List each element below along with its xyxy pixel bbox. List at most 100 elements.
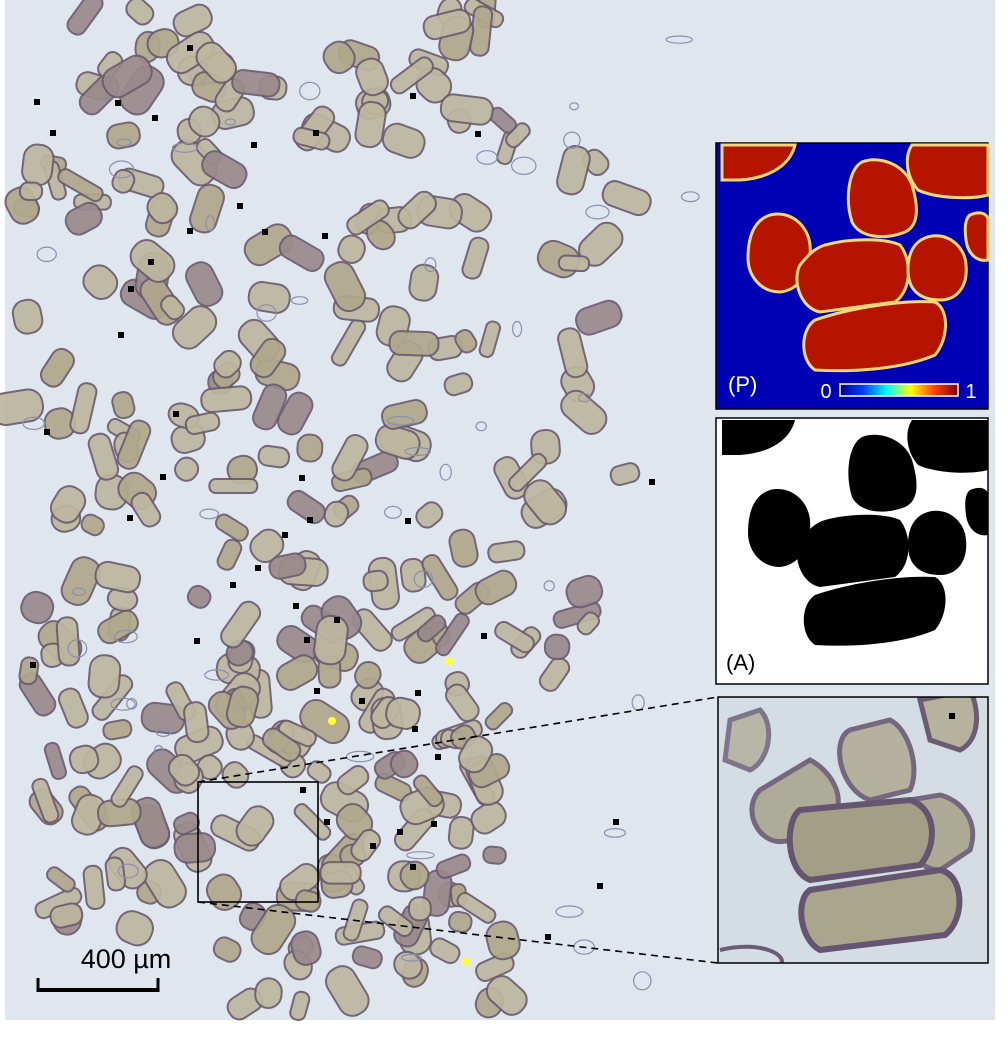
zircon-grain bbox=[444, 683, 480, 723]
grain-marker-black bbox=[187, 228, 193, 234]
grain-marker-black bbox=[334, 617, 340, 623]
grain-marker-black bbox=[324, 819, 330, 825]
debris-outline bbox=[108, 160, 135, 179]
zircon-grain bbox=[458, 735, 494, 774]
zircon-grain bbox=[355, 57, 389, 97]
grain-marker-black bbox=[597, 883, 603, 889]
zircon-grain bbox=[415, 501, 444, 529]
zircon-grain bbox=[385, 696, 421, 730]
zircon-grain bbox=[87, 432, 120, 481]
debris-outline bbox=[585, 204, 610, 220]
zircon-grain bbox=[201, 150, 248, 190]
colorbar-min-label: 0 bbox=[820, 381, 831, 403]
zircon-grain bbox=[397, 190, 437, 230]
zircon-grain bbox=[257, 444, 291, 469]
zircon-grain bbox=[337, 234, 366, 264]
zircon-grain bbox=[57, 168, 104, 203]
zircon-grain bbox=[110, 765, 144, 808]
debris-outline bbox=[413, 570, 434, 588]
zircon-grain bbox=[174, 456, 200, 482]
zircon-grain bbox=[346, 199, 390, 236]
zircon-grain bbox=[351, 945, 383, 970]
grain-marker-black bbox=[410, 93, 416, 99]
debris-outline bbox=[205, 215, 215, 232]
debris-outline bbox=[406, 851, 435, 860]
debris-outline bbox=[256, 304, 277, 322]
zircon-grain bbox=[173, 832, 217, 864]
zircon-grain bbox=[69, 382, 98, 435]
debris-outline bbox=[71, 587, 86, 597]
zircon-grain bbox=[189, 183, 225, 234]
zircon-grain bbox=[205, 873, 243, 911]
zircon-grain bbox=[557, 254, 591, 273]
debris-outline bbox=[680, 191, 700, 203]
zircon-grain bbox=[106, 121, 141, 150]
grain-marker-black bbox=[262, 229, 268, 235]
zoom-leader-line-bottom bbox=[197, 901, 719, 964]
zircon-grain bbox=[362, 569, 389, 593]
zircon-grain bbox=[523, 479, 567, 526]
zircon-grain bbox=[167, 753, 201, 787]
grain-marker-black bbox=[475, 131, 481, 137]
zircon-grain bbox=[82, 264, 119, 300]
grain-marker-yellow bbox=[462, 958, 470, 966]
annotation-mask-blobs bbox=[722, 420, 988, 646]
zircon-grain bbox=[575, 299, 623, 336]
zoom-panel bbox=[717, 696, 989, 964]
zircon-grain bbox=[389, 749, 419, 779]
grain-marker-black bbox=[300, 787, 306, 793]
grain-marker-black bbox=[148, 259, 154, 265]
debris-outline bbox=[555, 905, 584, 918]
zircon-grain bbox=[354, 660, 382, 690]
grain-marker-black bbox=[34, 99, 40, 105]
zircon-grain bbox=[474, 569, 518, 606]
zircon-grain bbox=[102, 719, 133, 741]
zircon-grain bbox=[188, 105, 221, 138]
debris-outline bbox=[113, 629, 138, 644]
zircon-grain bbox=[220, 600, 262, 649]
colorbar-max-label: 1 bbox=[965, 381, 976, 403]
debris-outline bbox=[476, 150, 498, 165]
zircon-grain bbox=[399, 557, 427, 593]
zircon-grain bbox=[294, 889, 322, 913]
zircon-grain bbox=[389, 56, 434, 95]
debris-outline bbox=[22, 416, 45, 430]
grain-marker-black bbox=[44, 429, 50, 435]
zircon-grain bbox=[556, 145, 591, 196]
zircon-grain bbox=[125, 0, 155, 26]
grain-marker-black bbox=[435, 754, 441, 760]
debris-outline bbox=[155, 727, 172, 738]
zircon-grain bbox=[20, 590, 55, 625]
grain-marker-black bbox=[613, 819, 619, 825]
zircon-grain bbox=[115, 910, 154, 947]
grain-marker-black bbox=[127, 515, 133, 521]
zircon-grain bbox=[487, 540, 526, 564]
zircon-grain bbox=[408, 263, 440, 302]
debris-outline bbox=[510, 156, 537, 175]
zircon-grain bbox=[485, 920, 521, 961]
zircon-grain bbox=[565, 574, 604, 609]
probability-blob bbox=[802, 300, 947, 373]
zircon-grain bbox=[130, 491, 162, 528]
zircon-grain bbox=[505, 122, 531, 149]
zircon-grain bbox=[146, 192, 179, 225]
grain-marker-black bbox=[322, 233, 328, 239]
zircon-grain bbox=[247, 281, 291, 314]
grain-marker-black bbox=[115, 100, 121, 106]
zircon-grain bbox=[143, 858, 187, 909]
grain-marker-black bbox=[431, 821, 437, 827]
probability-blob bbox=[795, 238, 910, 314]
zircon-grain bbox=[374, 423, 421, 460]
grain-marker-black bbox=[397, 829, 403, 835]
zircon-grain bbox=[216, 538, 243, 571]
grain-marker-black bbox=[255, 565, 261, 571]
debris-outline bbox=[400, 953, 422, 962]
zircon-grain bbox=[416, 614, 447, 643]
zircon-grain bbox=[111, 391, 136, 420]
annotation-mask-blob bbox=[907, 420, 988, 473]
grain-marker-black bbox=[410, 864, 416, 870]
zircon-grain bbox=[87, 654, 122, 699]
probability-blobs bbox=[720, 143, 990, 373]
grain-marker-black bbox=[128, 286, 134, 292]
zircon-grain bbox=[439, 93, 494, 126]
